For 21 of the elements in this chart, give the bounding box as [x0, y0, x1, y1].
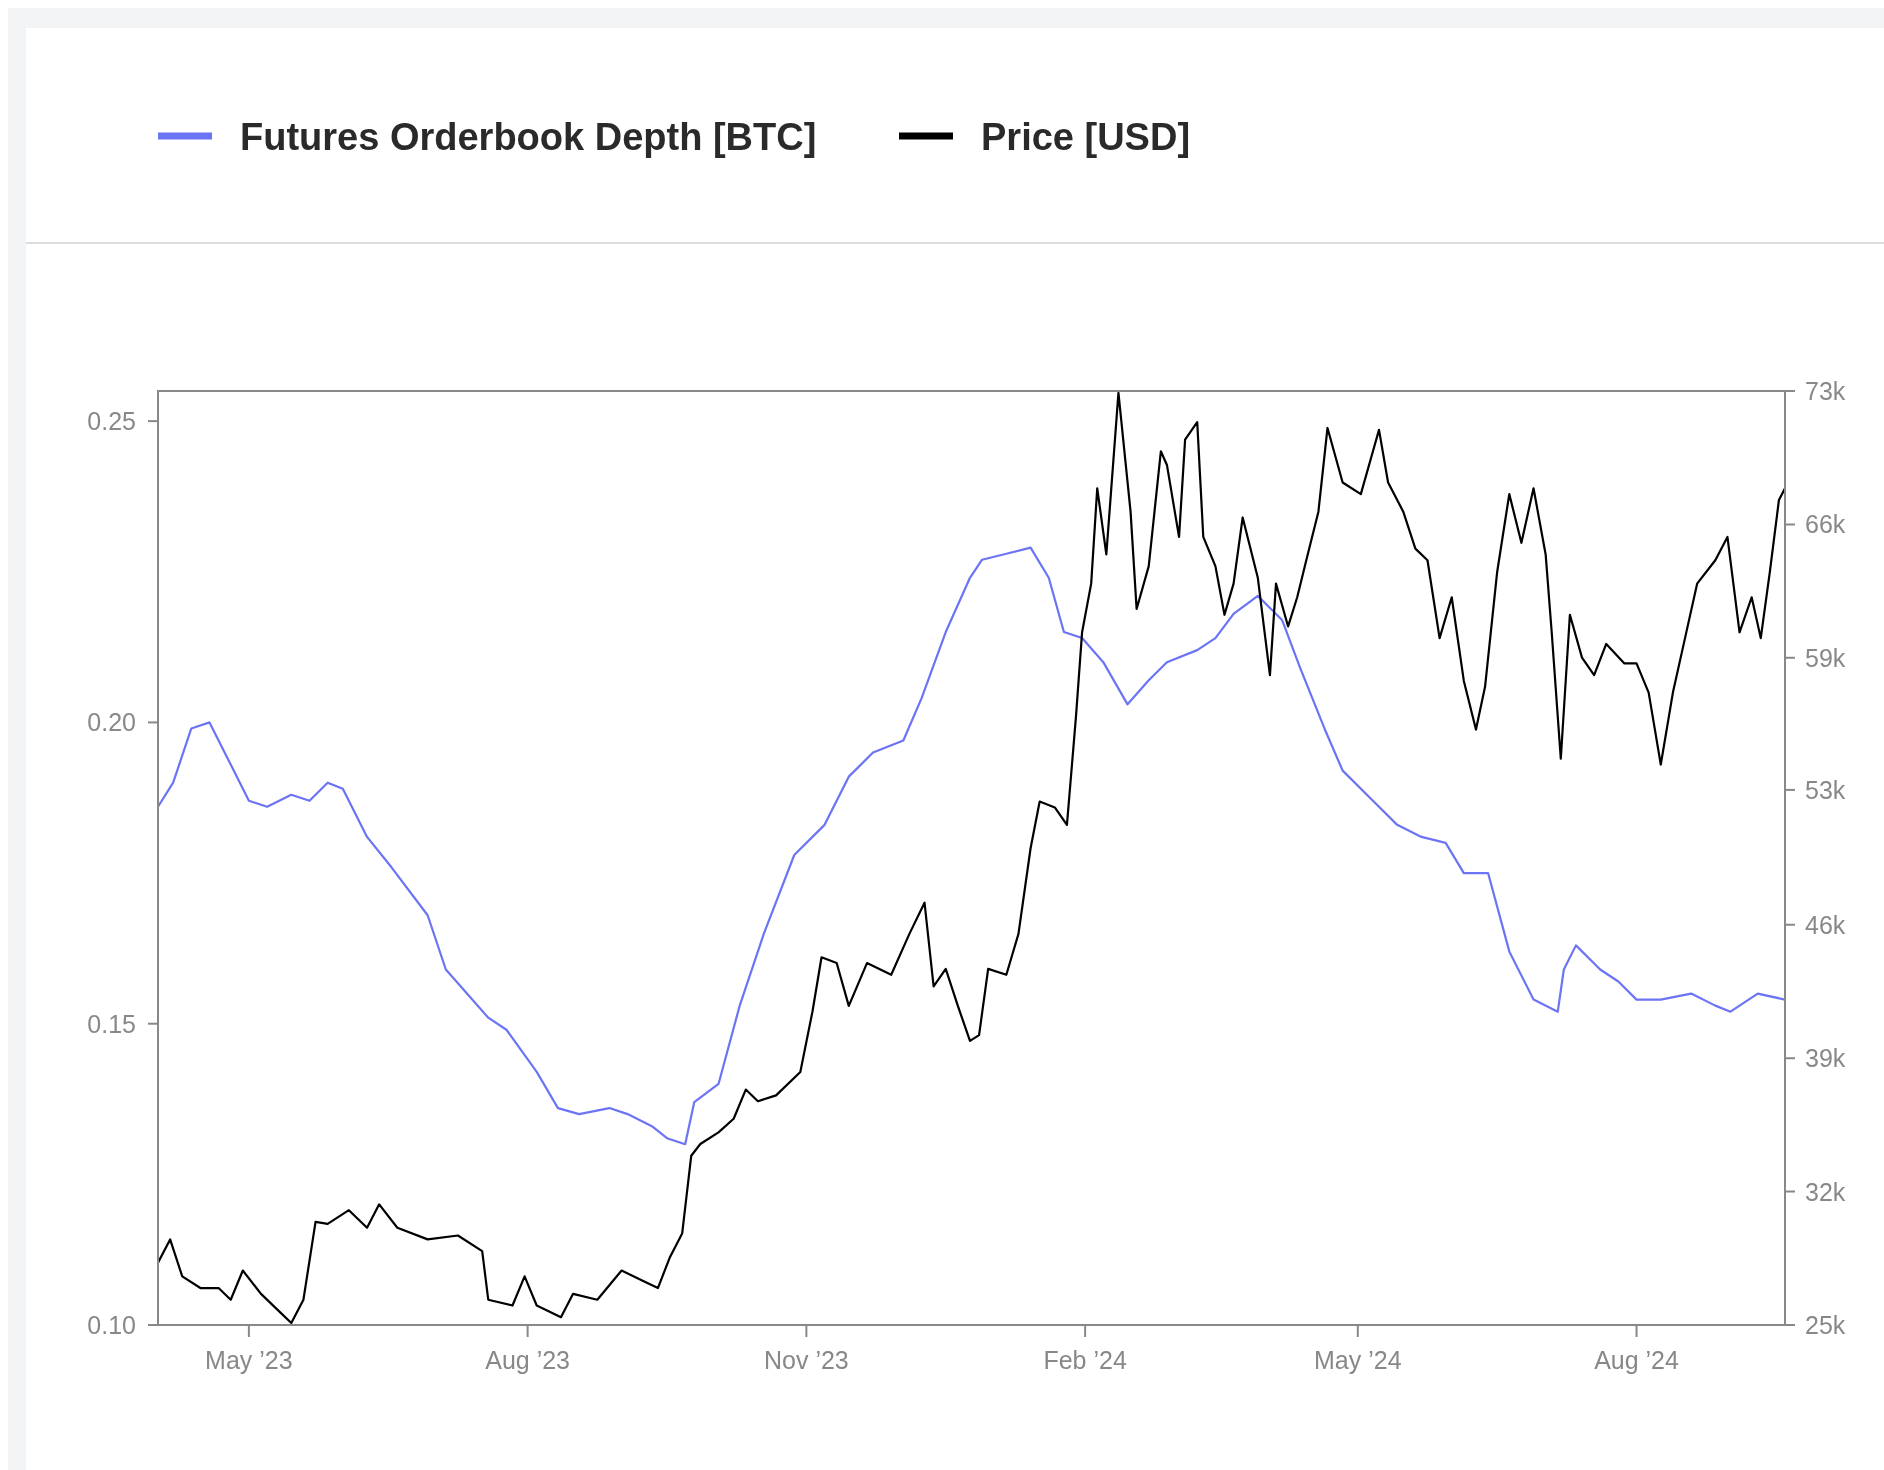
x-tick-label: Aug ’24: [1594, 1346, 1680, 1374]
x-tick-label: May ’24: [1314, 1346, 1402, 1374]
y-tick-label: 0.15: [87, 1009, 136, 1038]
y-tick-label: 0.20: [87, 708, 136, 737]
legend-label: Price [USD]: [981, 116, 1191, 158]
y2-tick-label: 46k: [1805, 910, 1846, 939]
y2-tick-label: 39k: [1805, 1044, 1846, 1073]
y2-tick-label: 66k: [1805, 510, 1846, 539]
x-tick-label: Aug ’23: [485, 1346, 571, 1374]
y2-tick-label: 73k: [1805, 377, 1846, 405]
y-tick-label: 0.10: [87, 1311, 136, 1339]
y-tick-label: 0.25: [87, 407, 136, 436]
x-tick-label: Nov ’23: [763, 1346, 849, 1374]
line-series: [158, 546, 1785, 1146]
y2-tick-label: 32k: [1805, 1177, 1846, 1206]
y2-tick-label: 59k: [1805, 643, 1846, 672]
x-tick-label: May ’23: [205, 1346, 293, 1374]
legend-label: Futures Orderbook Depth [BTC]: [240, 116, 817, 158]
y2-tick-label: 53k: [1805, 775, 1846, 804]
x-tick-label: Feb ’24: [1043, 1346, 1127, 1374]
y2-tick-label: 25k: [1805, 1311, 1846, 1339]
